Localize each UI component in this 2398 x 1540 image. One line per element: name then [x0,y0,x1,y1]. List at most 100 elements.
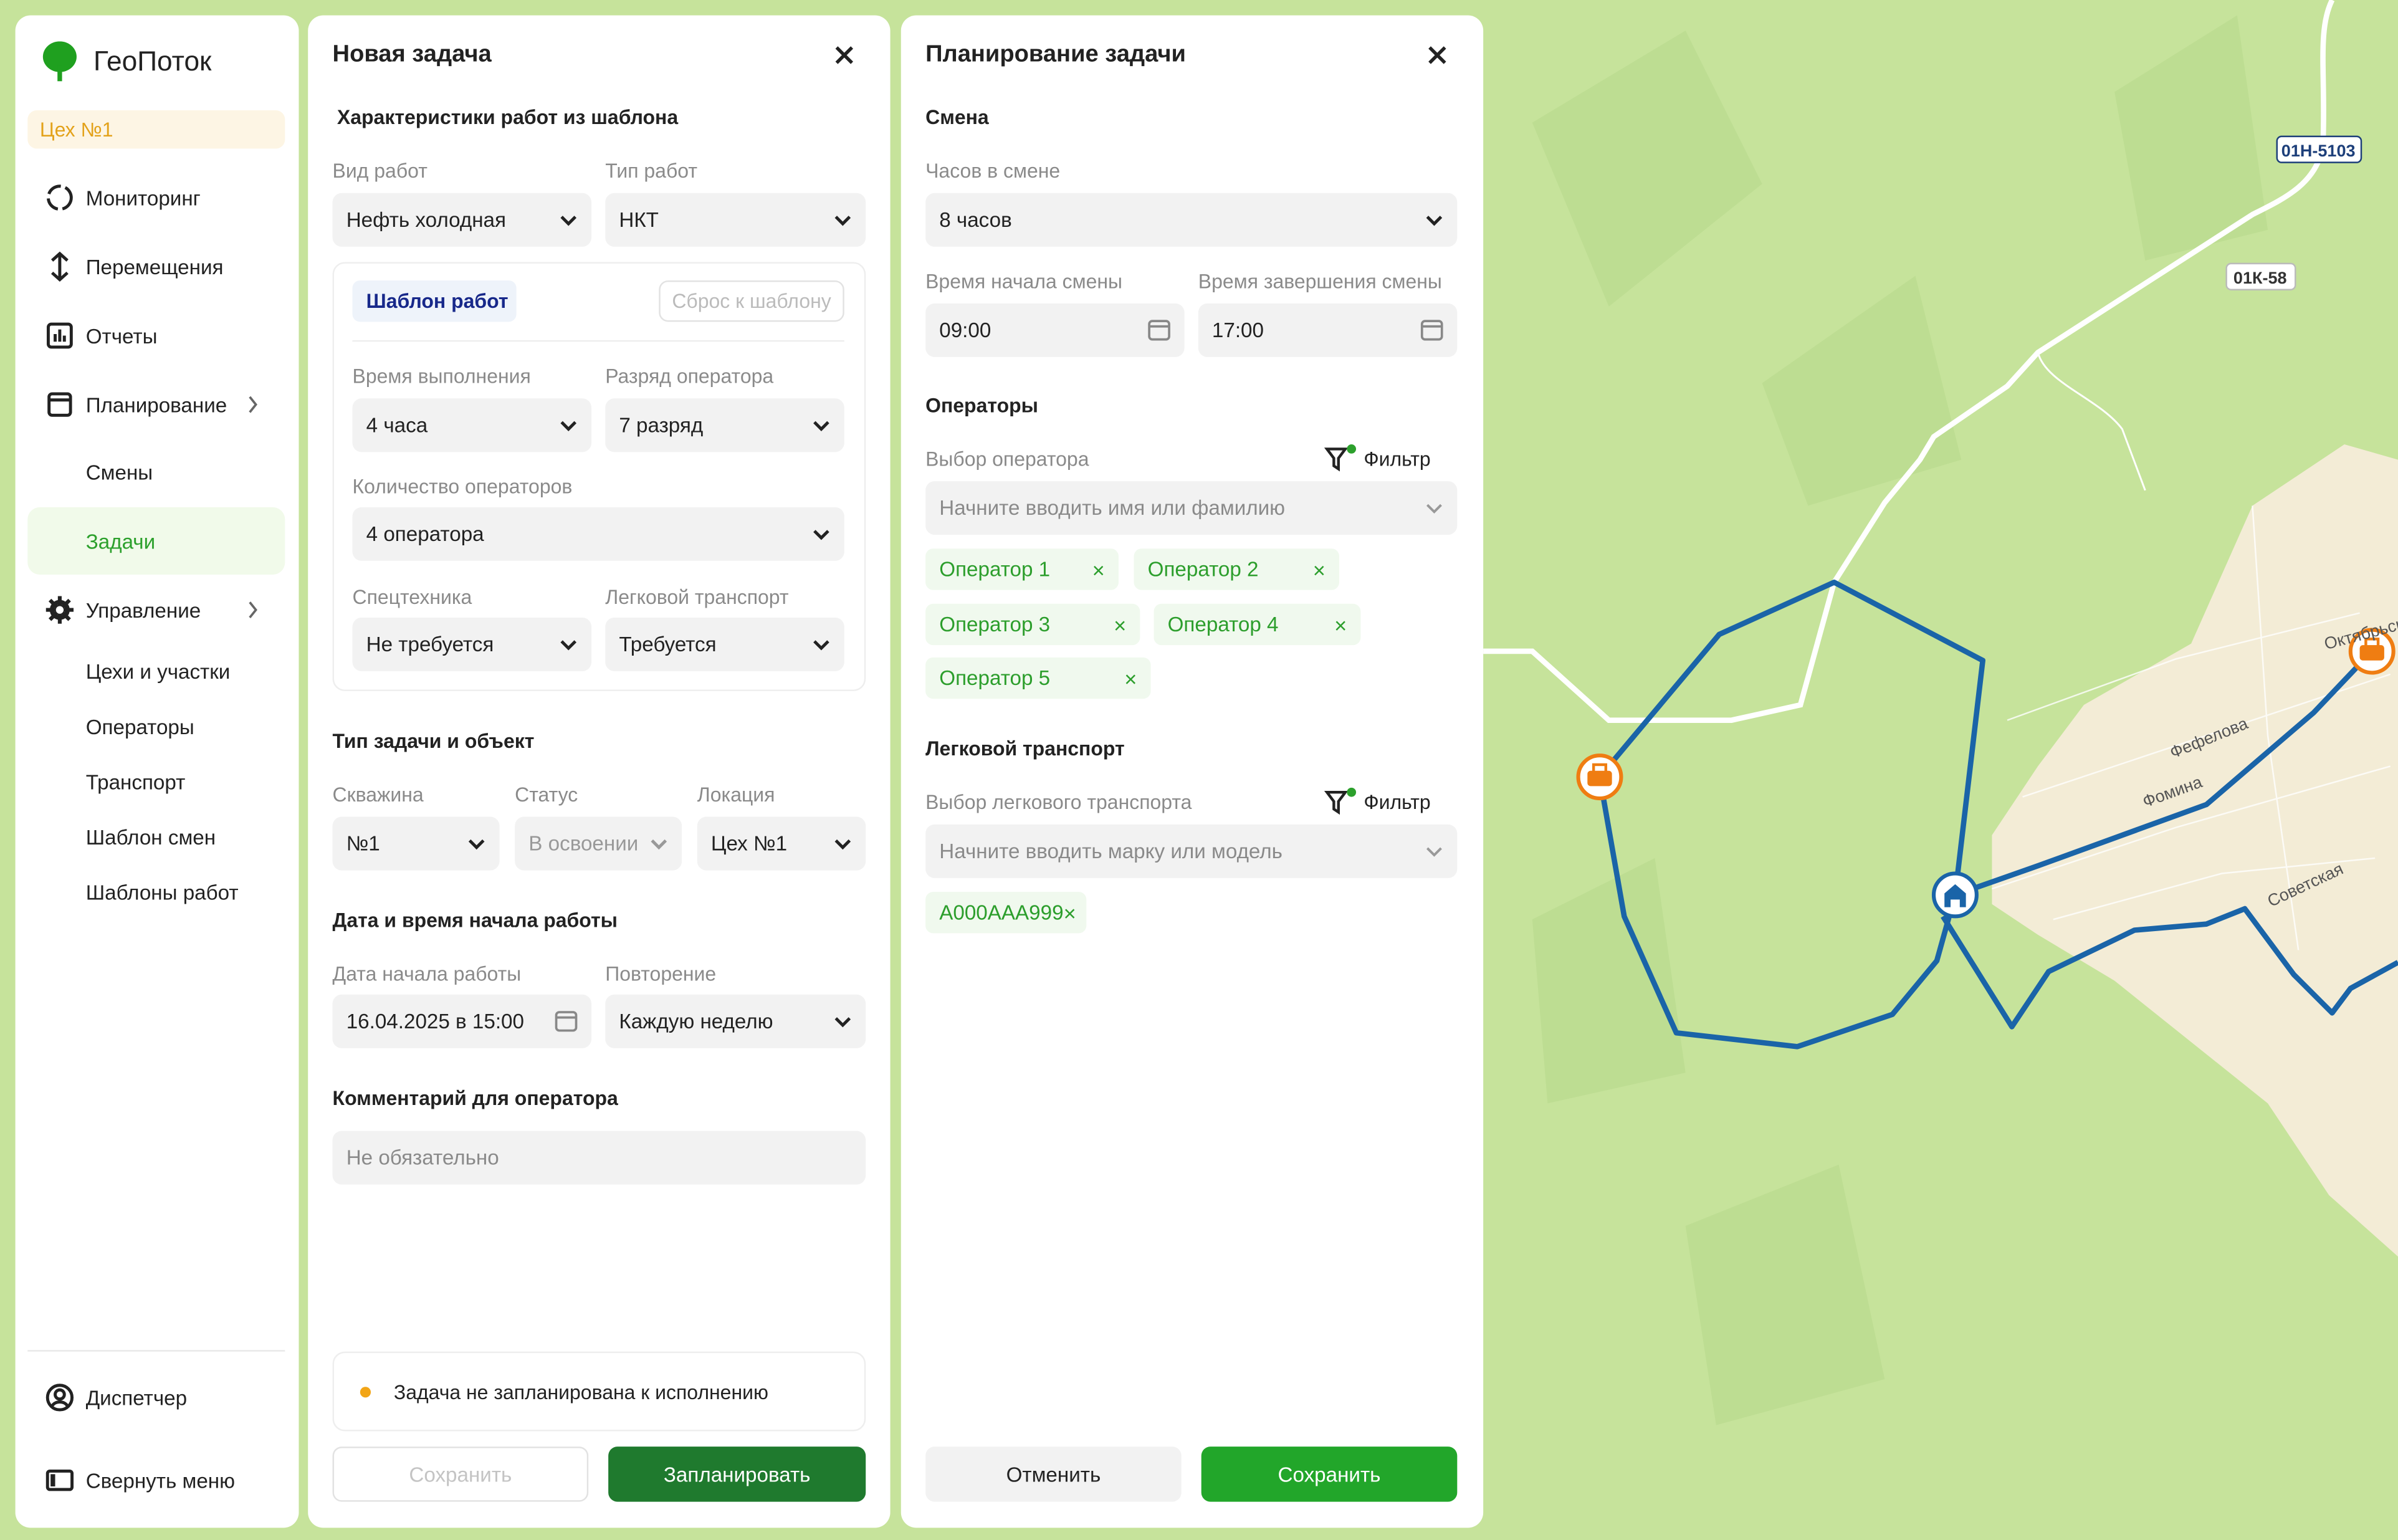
calendar-icon [1148,320,1170,341]
input-placeholder: Не обязательно [346,1146,499,1170]
close-icon[interactable] [1425,43,1450,67]
status-text: Задача не запланирована к исполнению [393,1380,768,1404]
field-label: Выбор оператора [925,447,1089,471]
cancel-button[interactable]: Отменить [925,1447,1182,1502]
location-select[interactable]: Цех №1 [697,816,866,871]
select-value: НКТ [619,208,659,232]
remove-chip-icon[interactable]: × [1334,612,1347,637]
sidebar-item-label: Цехи и участки [85,659,231,683]
sidebar-item-movements[interactable]: Перемещения [27,236,285,297]
comment-input[interactable]: Не обязательно [332,1131,866,1185]
app-name: ГеоПоток [93,45,212,77]
field-label: Статус [515,783,578,806]
gear-icon [45,596,74,624]
operator-search-input[interactable]: Начните вводить имя или фамилию [925,481,1458,535]
sidebar-item-reports[interactable]: Отчеты [27,305,285,366]
select-value: Не требуется [366,633,494,656]
select-value: 7 разряд [619,413,704,437]
operators-count-select[interactable]: 4 оператора [352,507,844,561]
chevron-down-icon [834,214,851,226]
remove-chip-icon[interactable]: × [1063,900,1076,925]
remove-chip-icon[interactable]: × [1114,612,1127,637]
status-notice: Задача не запланирована к исполнению [332,1351,866,1432]
sidebar-item-shifts[interactable]: Смены [27,441,285,502]
repeat-select[interactable]: Каждую неделю [605,994,866,1048]
chevron-down-icon [1426,846,1442,856]
start-date-input[interactable]: 16.04.2025 в 15:00 [332,994,592,1048]
car-chip: А000ААА999 × [925,892,1087,934]
section-heading: Дата и время начала работы [332,909,618,932]
field-label: Вид работ [332,159,428,183]
monitoring-icon [46,184,73,211]
filter-icon [1324,444,1357,472]
car-filter-button[interactable]: Фильтр [1324,786,1438,816]
workshop-selector[interactable]: Цех №1 [27,110,285,149]
user-name: Диспетчер [85,1385,188,1409]
input-placeholder: Начните вводить имя или фамилию [939,496,1286,520]
status-dot [360,1387,371,1398]
template-tag: Шаблон работ [352,280,517,322]
arrows-updown-icon [50,251,69,282]
sidebar-item-label: Задачи [85,529,156,553]
section-heading: Характеристики работ из шаблона [337,105,679,129]
panel-title: Планирование задачи [925,41,1186,68]
user-profile[interactable]: Диспетчер [27,1367,285,1428]
field-label: Дата начала работы [332,962,522,986]
field-label: Скважина [332,783,424,806]
section-heading: Комментарий для оператора [332,1086,618,1110]
collapse-menu-button[interactable]: Свернуть меню [27,1450,285,1511]
filter-label: Фильтр [1364,790,1431,814]
work-type-select[interactable]: НКТ [605,193,866,247]
shift-end-input[interactable]: 17:00 [1198,303,1458,357]
chevron-down-icon [834,1016,851,1027]
chevron-down-icon [468,838,485,849]
work-kind-select[interactable]: Нефть холодная [332,193,592,247]
section-heading: Легковой транспорт [925,737,1125,760]
sidebar-item-label: Шаблоны работ [85,880,239,904]
sidebar-item-transport[interactable]: Транспорт [27,751,285,812]
chip-label: Оператор 4 [1167,613,1279,636]
car-select[interactable]: Требуется [605,617,844,671]
user-icon [45,1384,74,1412]
operator-filter-button[interactable]: Фильтр [1324,443,1438,474]
sidebar-item-label: Планирование [85,393,227,416]
chip-label: А000ААА999 [939,901,1064,924]
close-icon[interactable] [832,43,856,67]
schedule-button[interactable]: Запланировать [608,1447,866,1502]
sidebar-item-work-templates[interactable]: Шаблоны работ [27,861,285,922]
field-label: Тип работ [605,159,697,183]
template-tag-label: Шаблон работ [366,289,509,313]
grade-select[interactable]: 7 разряд [605,398,844,452]
planning-panel [900,15,1484,1528]
duration-select[interactable]: 4 часа [352,398,592,452]
sidebar-item-planning[interactable]: Планирование [27,374,285,435]
input-value: 17:00 [1211,318,1264,342]
sidebar-item-label: Шаблон смен [85,825,216,848]
select-value: 4 часа [366,413,428,437]
operator-chip: Оператор 4 × [1154,603,1361,646]
car-search-input[interactable]: Начните вводить марку или модель [925,824,1458,878]
well-select[interactable]: №1 [332,816,500,871]
input-value: 09:00 [939,318,991,342]
sidebar-item-workshops[interactable]: Цехи и участки [27,641,285,702]
remove-chip-icon[interactable]: × [1312,557,1326,582]
sidebar-item-operators[interactable]: Операторы [27,696,285,757]
shift-start-input[interactable]: 09:00 [925,303,1185,357]
toolbox-marker [2348,628,2396,675]
remove-chip-icon[interactable]: × [1092,557,1105,582]
sidebar-item-shift-templates[interactable]: Шаблон смен [27,806,285,867]
road-label: 01К-58 [2233,269,2287,287]
road [1483,0,2335,723]
save-button[interactable]: Сохранить [1201,1447,1458,1502]
field-label: Выбор легкового транспорта [925,790,1192,814]
road-label: 01Н-5103 [2281,141,2356,160]
operator-chip: Оператор 1 × [925,548,1119,590]
sidebar-item-tasks[interactable]: Задачи [27,507,285,575]
sidebar-item-management[interactable]: Управление [27,579,285,640]
special-equipment-select[interactable]: Не требуется [352,617,592,671]
shift-hours-select[interactable]: 8 часов [925,193,1458,247]
remove-chip-icon[interactable]: × [1124,666,1137,691]
reset-template-button[interactable]: Сброс к шаблону [659,280,844,322]
chip-label: Оператор 1 [939,558,1051,581]
sidebar-item-monitoring[interactable]: Мониторинг [27,167,285,228]
